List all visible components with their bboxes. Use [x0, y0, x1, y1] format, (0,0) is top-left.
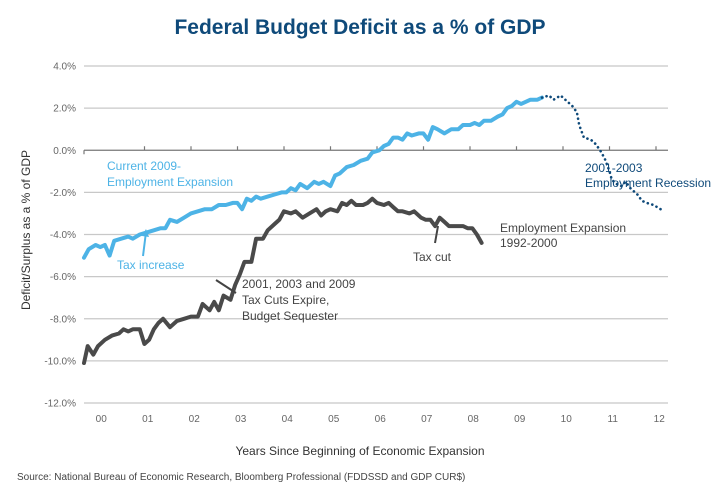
- annotation-tax-increase: Tax increase: [117, 258, 185, 272]
- x-tick-label: 01: [142, 414, 154, 425]
- x-tick-label: 05: [328, 414, 340, 425]
- y-tick-label: -2.0%: [50, 188, 76, 199]
- annotation-line: Budget Sequester: [242, 309, 338, 323]
- y-tick-label: -4.0%: [50, 230, 76, 241]
- annotation-line: 2001, 2003 and 2009: [242, 277, 356, 291]
- annotation-line: Employment Expansion: [500, 221, 626, 235]
- x-tick-label: 04: [282, 414, 294, 425]
- annotation-line: 2001-2003: [585, 161, 643, 175]
- gridlines: [84, 65, 668, 404]
- y-tick-label: -10.0%: [44, 356, 76, 367]
- y-tick-label: -12.0%: [44, 399, 76, 410]
- annotation-recession-2001: 2001-2003 Employment Recession: [585, 161, 711, 190]
- annotation-line: Employment Recession: [585, 176, 711, 190]
- y-tick-label: 2.0%: [53, 104, 76, 115]
- x-tick-label: 02: [189, 414, 201, 425]
- annotation-expansion-1992: Employment Expansion 1992-2000: [500, 221, 626, 250]
- y-tick-labels: 4.0% 2.0% 0.0% -2.0% -4.0% -6.0% -8.0% -10.0% -1…: [44, 62, 76, 410]
- x-tick-label: 10: [561, 414, 573, 425]
- source-note: Source: National Bureau of Economic Rese…: [17, 472, 466, 483]
- x-tick-label: 09: [514, 414, 526, 425]
- x-tick-label: 08: [468, 414, 480, 425]
- annotation-line: Tax increase: [117, 258, 185, 272]
- annotation-tax-cut: Tax cut: [413, 250, 452, 264]
- chart-title: Federal Budget Deficit as a % of GDP: [174, 16, 546, 39]
- x-tick-labels: 00 01 02 03 04 05 06 07 08 09 10 11 12: [96, 414, 666, 425]
- annotation-current-expansion: Current 2009- Employment Expansion: [107, 159, 233, 189]
- y-tick-label: 0.0%: [53, 146, 76, 157]
- x-tick-label: 07: [421, 414, 433, 425]
- x-tick-label: 12: [654, 414, 666, 425]
- annotation-line: Current 2009-: [107, 159, 181, 173]
- tax-cuts-expire-pointer: [215, 279, 237, 294]
- series-line-2001-2003-recession: [540, 94, 662, 211]
- tax-cut-pointer: [434, 225, 439, 244]
- x-axis-label-text: Years Since Beginning of Economic Expans…: [235, 444, 485, 458]
- x-tick-label: 06: [375, 414, 387, 425]
- annotation-line: Tax Cuts Expire,: [242, 293, 329, 307]
- x-axis-label: Years Since Beginning of Economic Expans…: [0, 444, 720, 458]
- annotation-line: Tax cut: [413, 250, 452, 264]
- y-tick-label: 4.0%: [53, 62, 76, 73]
- tax-increase-arrowhead: [142, 229, 149, 237]
- annotation-tax-cuts-expire: 2001, 2003 and 2009 Tax Cuts Expire, Budge…: [242, 277, 356, 323]
- y-tick-label: -6.0%: [50, 272, 76, 283]
- series-lines: [82, 94, 662, 365]
- annotation-line: 1992-2000: [500, 236, 558, 250]
- x-tick-label: 00: [96, 414, 108, 425]
- x-tick-label: 11: [608, 414, 619, 425]
- annotation-line: Employment Expansion: [107, 175, 233, 189]
- x-tick-label: 03: [235, 414, 247, 425]
- y-tick-label: -8.0%: [50, 314, 76, 325]
- series-line-1992-2000: [82, 196, 484, 365]
- series-line-current-expansion: [82, 95, 544, 260]
- annotations: Current 2009- Employment Expansion Tax inc…: [107, 159, 711, 323]
